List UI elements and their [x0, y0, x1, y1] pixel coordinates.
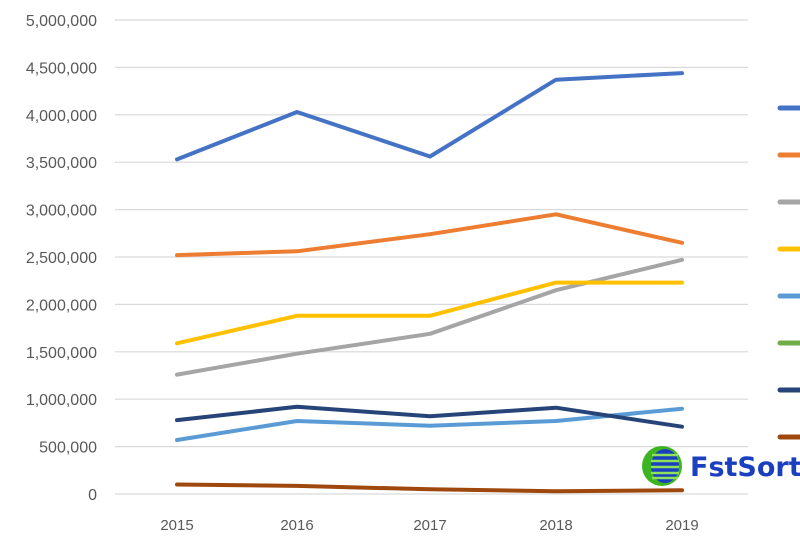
y-tick-label: 2,000,000	[26, 297, 97, 314]
y-tick-label: 500,000	[39, 440, 97, 457]
series-line-1	[175, 71, 684, 162]
x-tick-label: 2016	[280, 517, 313, 534]
series-line-2	[175, 212, 684, 258]
x-axis-ticks: 2015 2016 2017 2018 2019	[160, 517, 698, 534]
series-line-4	[175, 280, 684, 346]
series-line-8	[175, 482, 684, 494]
legend	[777, 105, 800, 440]
series-line-3	[175, 257, 684, 377]
series-line-7	[175, 404, 684, 429]
gridlines	[115, 19, 748, 495]
x-tick-label: 2017	[413, 517, 446, 534]
y-tick-label: 4,000,000	[26, 108, 97, 125]
y-tick-label: 3,500,000	[26, 155, 97, 172]
fstsort-logo: FstSort	[642, 446, 800, 486]
x-tick-label: 2015	[160, 517, 193, 534]
logo-stripes	[651, 453, 679, 480]
y-tick-label: 3,000,000	[26, 203, 97, 220]
y-tick-label: 2,500,000	[26, 250, 97, 267]
series-line-5	[175, 406, 684, 442]
x-tick-label: 2019	[665, 517, 698, 534]
y-tick-label: 4,500,000	[26, 60, 97, 77]
y-axis-ticks: 0 500,000 1,000,000 1,500,000 2,000,000 2,500…	[26, 13, 97, 504]
y-tick-label: 1,500,000	[26, 345, 97, 362]
logo-text: FstSort	[690, 452, 800, 483]
series-lines	[175, 71, 684, 494]
y-tick-label: 1,000,000	[26, 392, 97, 409]
x-tick-label: 2018	[539, 517, 572, 534]
y-tick-label: 5,000,000	[26, 13, 97, 30]
y-tick-label: 0	[88, 487, 97, 504]
